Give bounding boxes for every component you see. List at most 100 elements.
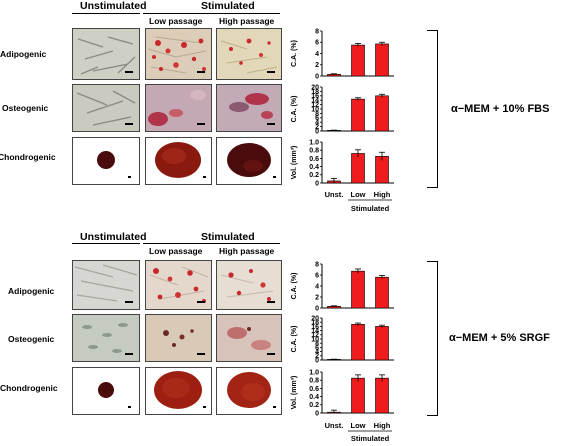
bar-high xyxy=(375,43,389,77)
bar-low xyxy=(351,324,365,361)
subheader-low-passage: Low passage xyxy=(149,246,203,256)
micrograph-osteogenic-low-passage xyxy=(145,84,212,132)
x-tick-label: Low xyxy=(351,421,366,430)
pellet-chondrogenic-unstimulated xyxy=(72,137,140,185)
y-tick-label: 4 xyxy=(315,51,319,58)
y-axis-label: C.A. (%) xyxy=(291,273,298,300)
micrograph-osteogenic-unstimulated xyxy=(72,314,140,362)
micrograph-adipogenic-unstimulated xyxy=(72,260,140,310)
y-tick-label: 0.8 xyxy=(309,378,319,385)
y-tick-label: 2 xyxy=(315,124,319,131)
condition-label-srgf: α−MEM + 5% SRGF xyxy=(449,332,550,344)
y-tick-label: 4 xyxy=(315,120,319,127)
y-tick-label: 0.6 xyxy=(309,386,319,393)
bar-high xyxy=(375,326,389,361)
y-tick-label: 20 xyxy=(311,84,319,91)
y-tick-label: 0.2 xyxy=(309,402,319,409)
y-tick-label: 0 xyxy=(315,410,319,417)
y-tick-label: 0 xyxy=(315,73,319,80)
y-tick-label: 2 xyxy=(315,353,319,360)
x-group-label: Stimulated xyxy=(351,204,390,213)
y-tick-label: 1.0 xyxy=(309,369,319,376)
y-tick-label: 8 xyxy=(315,111,319,118)
y-axis-label: Vol. (mm³) xyxy=(291,376,298,410)
bar-low xyxy=(351,44,365,77)
micrograph-adipogenic-unstimulated xyxy=(72,28,140,80)
y-tick-label: 1.0 xyxy=(309,139,319,146)
y-tick-label: 14 xyxy=(311,328,319,335)
y-tick-label: 0 xyxy=(315,305,319,312)
header-underline xyxy=(143,243,280,244)
row-label-chondrogenic: Chondrogenic xyxy=(0,383,58,393)
pellet-chondrogenic-low-passage xyxy=(145,137,212,185)
y-tick-label: 6 xyxy=(315,272,319,279)
pellet-chondrogenic-unstimulated xyxy=(72,367,140,415)
x-tick-label: Low xyxy=(351,190,366,199)
col-header-unstimulated: Unstimulated xyxy=(80,0,147,12)
col-header-unstimulated: Unstimulated xyxy=(80,231,147,243)
y-tick-label: 8 xyxy=(315,261,319,268)
pellet-chondrogenic-high-passage xyxy=(216,367,282,415)
y-tick-label: 0 xyxy=(315,128,319,135)
header-underline xyxy=(72,13,140,14)
y-tick-label: 16 xyxy=(311,324,319,331)
y-axis-label: C.A. (%) xyxy=(291,40,298,67)
y-tick-label: 6 xyxy=(315,345,319,352)
bracket xyxy=(427,261,438,416)
header-underline xyxy=(72,243,140,244)
row-label-adipogenic: Adipogenic xyxy=(0,49,47,59)
x-tick-label: Unst. xyxy=(325,190,344,199)
micrograph-adipogenic-low-passage xyxy=(145,28,212,80)
y-tick-label: 0.8 xyxy=(309,148,319,155)
micrograph-osteogenic-low-passage xyxy=(145,314,212,362)
x-tick-label: Unst. xyxy=(325,421,344,430)
y-tick-label: 18 xyxy=(311,320,319,327)
bar-high xyxy=(375,276,389,309)
bar-high xyxy=(375,95,389,132)
bar-chart-1: 0 2 4 6 8 C.A. (%) xyxy=(291,28,394,80)
x-group-label: Stimulated xyxy=(351,434,390,443)
x-tick-label: High xyxy=(374,421,391,430)
bar-chart-3: 00.20.40.60.8 1.0 Vol. (mm³) xyxy=(291,369,394,417)
col-header-stimulated: Stimulated xyxy=(201,231,255,243)
y-axis-label: C.A. (%) xyxy=(291,96,298,123)
bracket xyxy=(427,30,438,188)
header-underline xyxy=(143,13,280,14)
y-axis-label: C.A. (%) xyxy=(291,326,298,353)
col-header-stimulated: Stimulated xyxy=(201,0,255,12)
y-tick-label: 4 xyxy=(315,283,319,290)
y-tick-label: 6 xyxy=(315,115,319,122)
bar-chart-3: 00.20.40.60.8 1.0 Vol. (mm³) xyxy=(291,139,394,187)
subheader-high-passage: High passage xyxy=(219,16,275,26)
micrograph-osteogenic-high-passage xyxy=(216,314,282,362)
row-label-adipogenic: Adipogenic xyxy=(8,286,55,296)
y-tick-label: 8 xyxy=(315,341,319,348)
row-label-osteogenic: Osteogenic xyxy=(2,103,49,113)
y-tick-label: 12 xyxy=(311,332,319,339)
y-tick-label: 0 xyxy=(315,180,319,187)
y-tick-label: 4 xyxy=(315,349,319,356)
pellet-chondrogenic-high-passage xyxy=(216,137,282,185)
bar-low xyxy=(351,153,365,184)
y-tick-label: 8 xyxy=(315,28,319,35)
pellet-chondrogenic-low-passage xyxy=(145,367,212,415)
y-tick-label: 2 xyxy=(315,294,319,301)
bar-low xyxy=(351,270,365,309)
micrograph-adipogenic-high-passage xyxy=(216,28,282,80)
bar-low xyxy=(351,377,365,414)
y-tick-label: 0.4 xyxy=(309,394,319,401)
y-tick-label: 14 xyxy=(311,98,319,105)
micrograph-adipogenic-low-passage xyxy=(145,260,212,310)
subheader-low-passage: Low passage xyxy=(149,16,203,26)
row-label-osteogenic: Osteogenic xyxy=(8,334,55,344)
y-tick-label: 18 xyxy=(311,89,319,96)
y-tick-label: 10 xyxy=(311,106,319,113)
y-tick-label: 12 xyxy=(311,102,319,109)
y-tick-label: 10 xyxy=(311,336,319,343)
row-label-chondrogenic: Chondrogenic xyxy=(0,152,56,162)
micrograph-adipogenic-high-passage xyxy=(216,260,282,310)
x-tick-label: High xyxy=(374,190,391,199)
y-tick-label: 2 xyxy=(315,62,319,69)
